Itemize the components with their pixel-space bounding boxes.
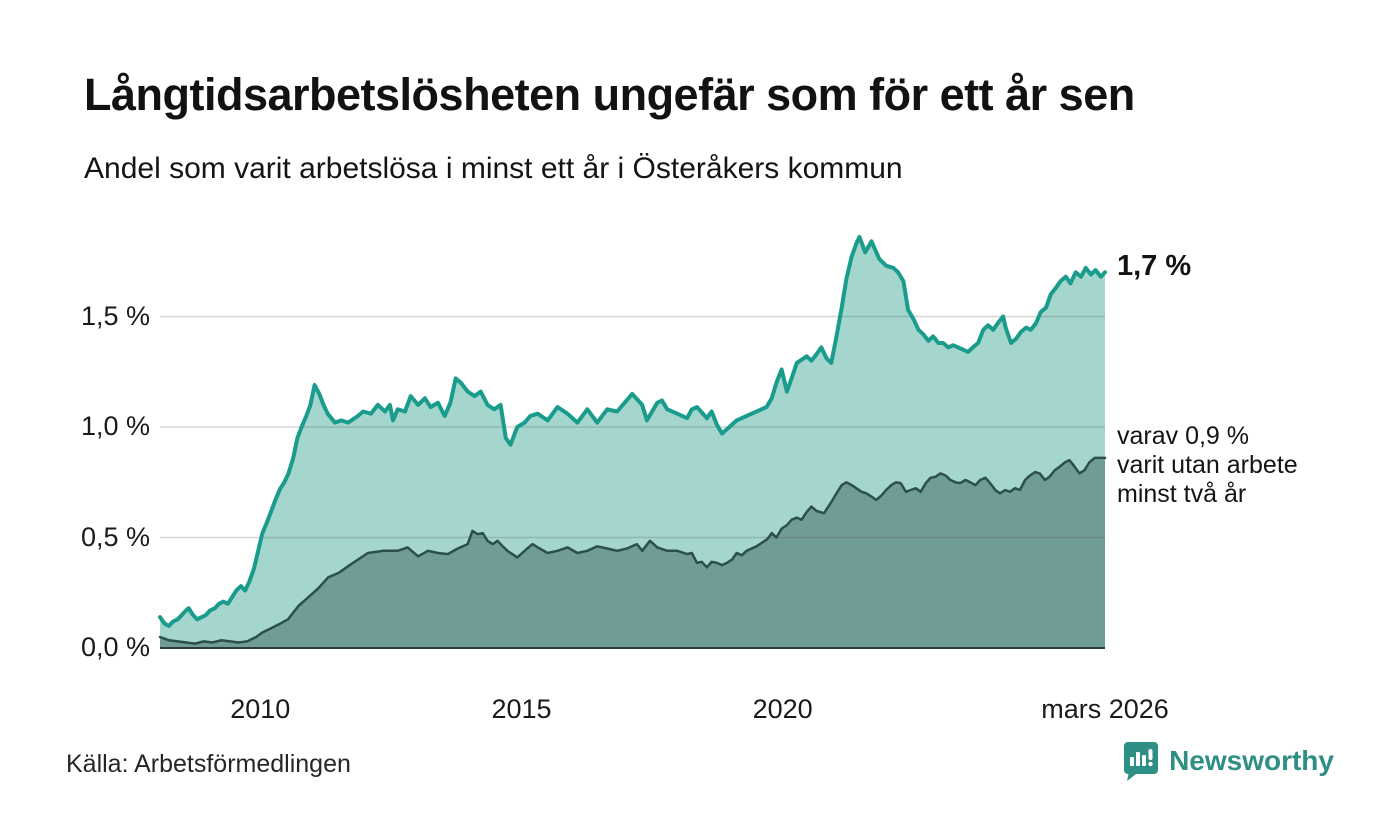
newsworthy-brand: Newsworthy: [1121, 740, 1334, 782]
series-end-label-total: 1,7 %: [1117, 250, 1192, 282]
x-tick-label: mars 2026: [1041, 694, 1169, 724]
y-tick-label: 0,0 %: [80, 632, 150, 662]
series-area: [160, 457, 1105, 648]
series-line: [158, 234, 1107, 628]
series-end-label-line: minst två år: [1117, 480, 1247, 508]
y-tick-label: 1,5 %: [80, 300, 150, 331]
y-tick-label: 1,0 %: [80, 411, 150, 441]
x-tick-label: 2020: [752, 694, 813, 724]
x-tick-label: 2015: [491, 694, 552, 724]
y-tick-label: 0,5 %: [80, 521, 150, 552]
page-title: Långtidsarbetslösheten ungefär som för e…: [84, 69, 1135, 120]
newsworthy-logo-text: Newsworthy: [1169, 745, 1334, 776]
series-end-label-line: varav 0,9 %: [1117, 422, 1250, 450]
series-end-label-two-years: varav 0,9 % varit utan arbete minst två …: [1117, 422, 1298, 509]
series-end-label-line: varit utan arbete: [1117, 451, 1298, 479]
x-tick-label: 2010: [230, 694, 291, 724]
source-credit: Källa: Arbetsförmedlingen: [66, 750, 351, 778]
page-subtitle: Andel som varit arbetslösa i minst ett å…: [84, 152, 903, 185]
newsworthy-logo-icon: [1121, 740, 1159, 782]
series-line: [158, 456, 1107, 645]
